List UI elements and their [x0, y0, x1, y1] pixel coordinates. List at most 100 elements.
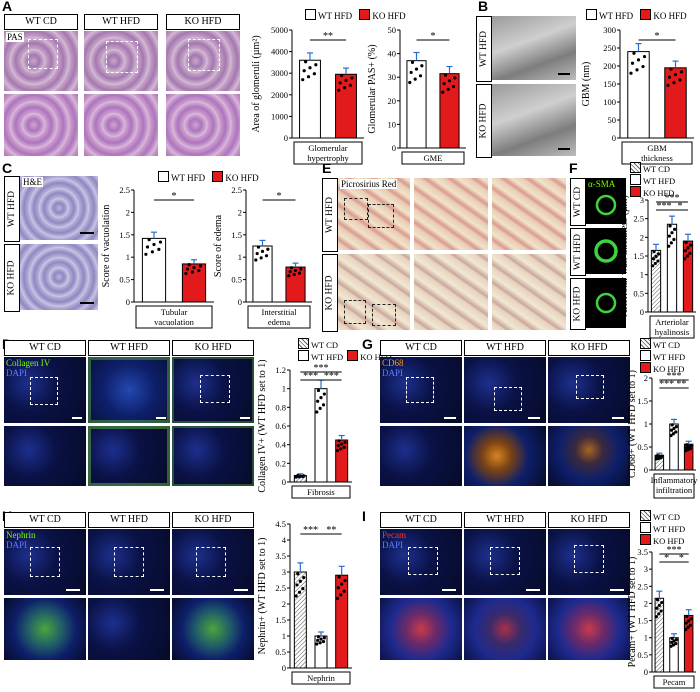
bar	[314, 388, 328, 483]
y-tick-label: 1	[282, 384, 286, 394]
data-point	[687, 619, 691, 623]
data-point	[678, 78, 682, 82]
bar	[664, 67, 687, 139]
bar	[627, 51, 650, 139]
data-point	[337, 439, 341, 443]
bar	[335, 574, 349, 669]
sig-label: *	[655, 31, 660, 42]
category-box	[291, 671, 351, 685]
chart-glomeruli-area: Area of glomeruli (µm²) 0 1000 2000 3000 4000…	[251, 25, 364, 165]
category-label: GBM	[647, 143, 667, 153]
stain-label-dapi-i: DAPI	[382, 540, 404, 550]
y-tick-label: 0.5	[119, 275, 130, 285]
data-point	[685, 614, 689, 619]
data-point	[655, 606, 659, 610]
y-axis-label: Collagen IV+ (WT HFD set to 1)	[257, 360, 268, 493]
legend-g: WT CD WT HFD KO HFD	[640, 338, 685, 374]
y-tick-label: 2	[640, 232, 644, 242]
header-d-wt-hfd: WT HFD	[88, 340, 170, 356]
data-point	[641, 64, 645, 69]
data-point	[302, 474, 306, 478]
em-image-wt-hfd	[492, 16, 576, 80]
data-point	[336, 444, 340, 448]
stain-label-dapi: DAPI	[6, 368, 28, 378]
sig-label: ***	[303, 525, 318, 536]
data-point	[152, 242, 156, 247]
data-point	[442, 82, 446, 86]
data-point	[686, 246, 690, 250]
chart-cd68: CD68+ (WT HFD set to 1) 0 0.5 1 1.5 2 ****** **…	[627, 370, 698, 499]
category-box	[401, 151, 465, 165]
y-tick-label: 1	[238, 252, 242, 262]
data-point	[301, 78, 305, 82]
data-point	[260, 249, 265, 253]
data-point	[337, 88, 341, 92]
data-point	[294, 594, 298, 598]
sig-label: *	[678, 201, 683, 212]
data-point	[157, 247, 161, 251]
row-label-e-wt-hfd: WT HFD	[322, 178, 338, 252]
y-tick-label: 1.2	[275, 365, 286, 375]
pas-zoom-wt-cd	[4, 94, 78, 156]
data-point	[657, 603, 661, 607]
category-label: Glomerular	[308, 143, 347, 153]
row-label-f-wt-hfd: WT HFD	[570, 228, 586, 276]
zoom-box	[28, 39, 58, 69]
data-point	[418, 74, 423, 78]
category-label: Interstitial	[262, 307, 298, 317]
data-point	[288, 270, 292, 274]
category-box	[291, 485, 351, 499]
data-point	[408, 80, 412, 85]
data-point	[150, 250, 154, 254]
sig-label: ***	[303, 371, 318, 382]
category-label: vacuolation	[154, 317, 194, 327]
ps-zoom-wt-hfd-1	[414, 178, 488, 250]
data-point	[321, 403, 326, 407]
bar	[141, 237, 167, 303]
panel-label-i: I	[362, 508, 366, 524]
data-point	[688, 623, 693, 627]
data-point	[684, 627, 688, 632]
data-point	[443, 73, 448, 77]
sig-label: *	[664, 553, 669, 564]
data-point	[654, 254, 658, 258]
y-tick-label: 3.5	[275, 551, 286, 561]
category-box	[293, 141, 363, 165]
data-point	[410, 60, 415, 64]
data-point	[667, 234, 672, 238]
data-point	[413, 77, 417, 81]
y-tick-label: 0.5	[231, 275, 242, 285]
data-point	[674, 642, 678, 646]
data-point	[312, 72, 316, 76]
y-tick-label: 2.5	[633, 214, 644, 224]
y-axis-label: GBM (nm)	[581, 62, 592, 107]
data-point	[636, 58, 641, 62]
sma-image-wt-cd: α-SMA	[586, 178, 626, 224]
y-tick-label: 30	[388, 72, 397, 82]
data-point	[670, 231, 674, 235]
stain-label-dapi-h: DAPI	[6, 540, 28, 550]
collagen-zoom-wt-hfd	[88, 426, 170, 486]
cd68-image-wt-hfd	[464, 357, 546, 423]
header-h-ko-hfd: KO HFD	[172, 512, 254, 528]
data-point	[287, 274, 291, 278]
y-tick-label: 150	[603, 79, 616, 89]
row-label-f-wt-cd: WT CD	[570, 178, 586, 226]
category-label: Inflammatory	[651, 475, 698, 485]
data-point	[670, 428, 674, 432]
data-point	[447, 79, 452, 83]
header-i-wt-cd: WT CD	[380, 512, 462, 528]
sig-label: **	[326, 525, 336, 536]
data-point	[319, 396, 323, 400]
data-point	[302, 69, 306, 73]
pas-zoom-wt-hfd	[84, 94, 158, 156]
row-label-f-ko-hfd: KO HFD	[570, 278, 586, 330]
data-point	[672, 426, 676, 431]
y-axis-label: CD68+ (WT HFD set to 1)	[627, 370, 638, 478]
data-point	[669, 241, 673, 245]
data-point	[659, 609, 663, 613]
y-tick-label: 3	[640, 195, 644, 205]
y-tick-label: 4000	[271, 47, 288, 57]
y-axis-label: Pecam+ (WT HFD set to 1)	[627, 557, 638, 668]
sma-image-ko-hfd	[586, 278, 626, 328]
